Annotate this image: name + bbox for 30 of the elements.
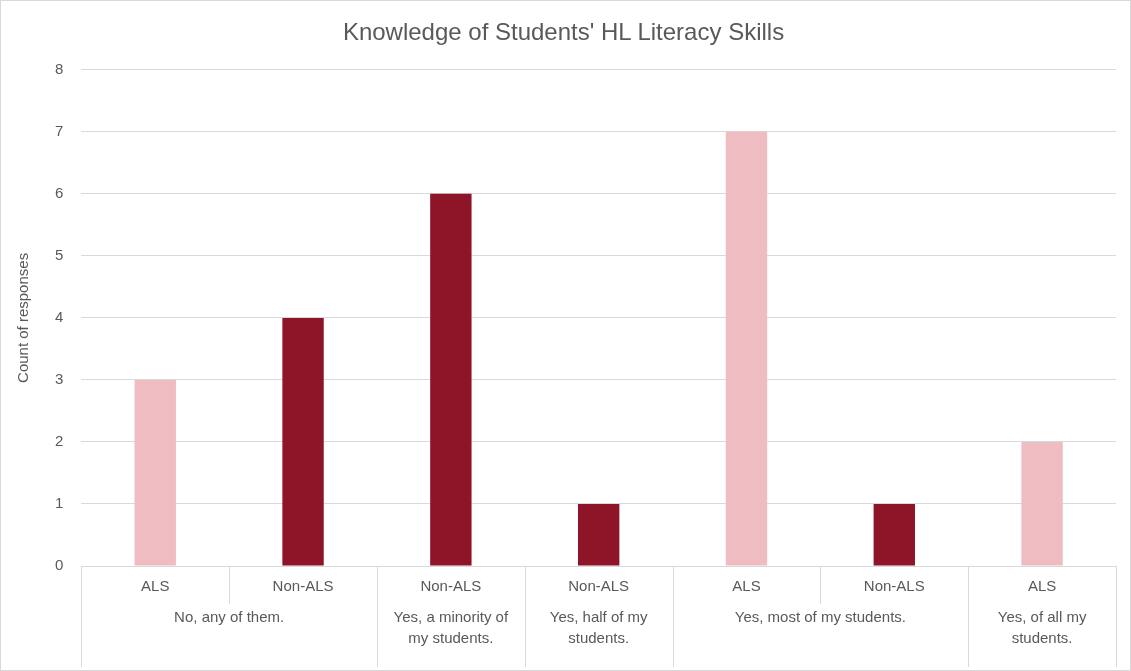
x-tick-label: ALS <box>141 577 170 595</box>
bar <box>134 379 176 566</box>
text: Yes, half of my students. <box>549 607 649 646</box>
y-tick-label: 0 <box>55 556 64 574</box>
chart-title: Knowledge of Students' HL Literacy Skills <box>342 18 785 46</box>
x-tick-label: Non-ALS <box>568 577 630 595</box>
bar <box>430 193 472 566</box>
y-tick-label: 8 <box>55 59 64 77</box>
bar <box>577 503 620 566</box>
y-tick-label: 5 <box>55 246 64 264</box>
text: Yes, of all my students. <box>997 607 1087 646</box>
x-tick-label: Non-ALS <box>863 577 925 595</box>
y-tick-label: 7 <box>55 121 64 139</box>
bar <box>1021 441 1063 566</box>
x-tick-label: ALS <box>732 577 761 595</box>
y-axis-title: Count of responses <box>14 252 32 383</box>
text: Yes, most of my students. <box>734 607 906 625</box>
y-tick-label: 6 <box>55 183 64 201</box>
bar <box>282 317 324 566</box>
x-tick-label: Non-ALS <box>272 577 334 595</box>
y-tick-label: 2 <box>55 432 64 450</box>
x-tick-label: Non-ALS <box>420 577 482 595</box>
y-tick-label: 4 <box>55 308 64 326</box>
bar <box>725 131 768 566</box>
x-tick-label: ALS <box>1027 577 1057 595</box>
text: No, any of them. <box>174 607 285 625</box>
y-tick-label: 3 <box>55 370 64 388</box>
bar <box>873 503 915 566</box>
text: Yes, a minority of my students. <box>393 607 509 646</box>
y-tick-label: 1 <box>55 494 64 512</box>
